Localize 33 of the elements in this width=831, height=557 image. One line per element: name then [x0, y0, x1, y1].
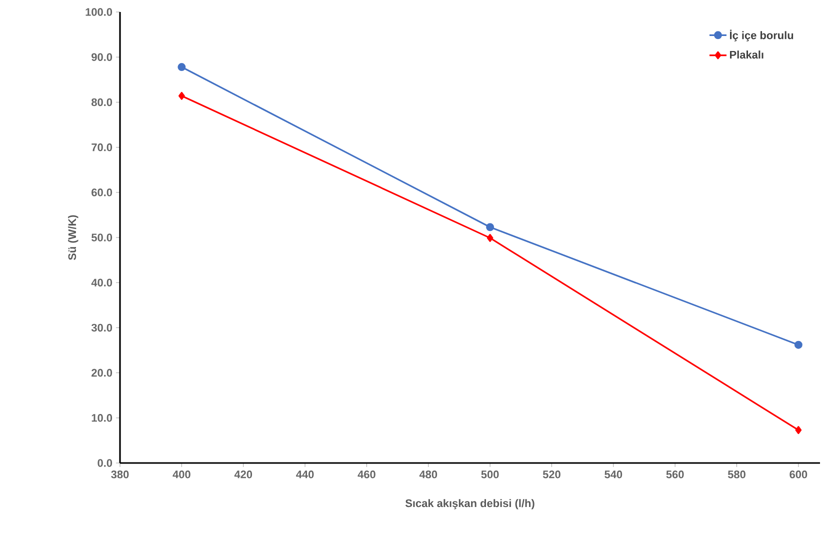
legend-label: Plakalı	[730, 50, 764, 59]
y-tick-label: 0.0	[98, 459, 112, 467]
x-tick-label: 540	[604, 470, 622, 478]
point	[178, 92, 185, 100]
y-tick-label: 80.0	[92, 98, 112, 106]
y-tick-label: 20.0	[92, 368, 112, 377]
y-tick-label: 40.0	[91, 278, 112, 286]
y-axis-title: Sü (W/K)	[68, 215, 78, 260]
x-tick-label: 460	[358, 470, 376, 478]
point	[486, 234, 494, 242]
y-tick-label: 70.0	[92, 143, 112, 152]
x-tick-label: 420	[234, 470, 252, 478]
y-tick-label: 100.0	[86, 8, 112, 16]
y-tick-label: 10.0	[92, 414, 112, 422]
point	[178, 63, 186, 72]
x-tick-label: 480	[419, 470, 438, 478]
y-tick-label: 90.0	[92, 53, 112, 61]
y-tick-label: 30.0	[91, 324, 112, 332]
x-axis-title: Sıcak akışkan debisi (l/h)	[405, 499, 534, 510]
x-tick-label: 520	[542, 470, 560, 478]
legend-label: İç içe borulu	[730, 30, 794, 42]
y-tick-label: 60.0	[92, 188, 112, 196]
x-tick-label: 440	[296, 470, 314, 478]
x-tick-label: 500	[481, 470, 499, 478]
x-tick-label: 580	[728, 470, 746, 478]
x-tick-label: 600	[790, 470, 808, 478]
point	[795, 426, 802, 434]
point	[486, 223, 494, 232]
x-tick-label: 400	[172, 470, 190, 478]
point	[794, 340, 802, 349]
x-tick-label: 380	[111, 470, 129, 478]
y-tick-label: 50.0	[92, 234, 112, 242]
x-tick-label: 560	[666, 470, 684, 478]
